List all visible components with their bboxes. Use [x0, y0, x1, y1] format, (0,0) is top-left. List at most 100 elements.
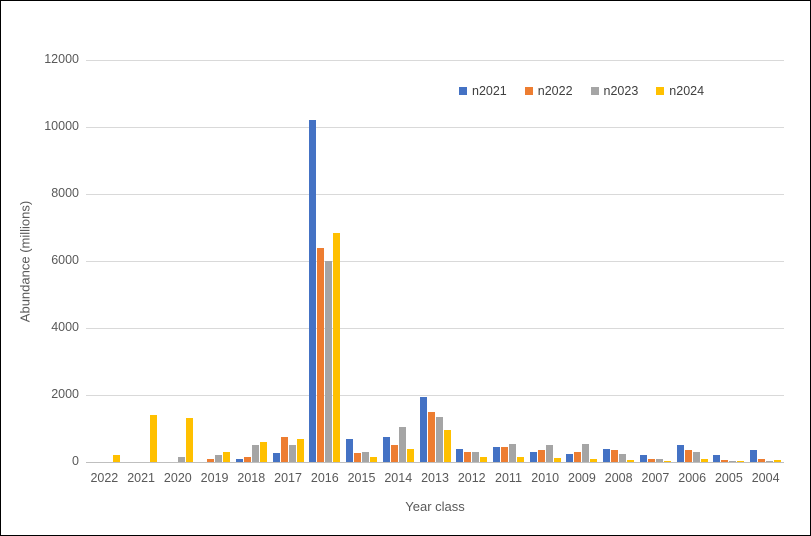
bar-n2022-2018	[243, 456, 251, 462]
x-tick-label: 2005	[714, 471, 743, 485]
bar-n2023-2013	[435, 416, 443, 462]
bar-n2021-2013	[419, 396, 427, 462]
bar-n2024-2017	[296, 438, 304, 462]
bar-n2022-2013	[427, 411, 435, 462]
bar-n2024-2010	[553, 457, 561, 462]
bar-n2024-2022	[112, 455, 120, 462]
bar-n2022-2019	[207, 458, 215, 462]
y-tick-label: 0	[72, 454, 79, 468]
grid-line	[86, 328, 784, 329]
bar-n2024-2008	[627, 460, 635, 462]
legend-item-n2023: n2023	[590, 84, 639, 98]
bar-n2021-2017	[272, 452, 280, 462]
bar-n2022-2007	[647, 458, 655, 462]
y-axis-title: Abundance (millions)	[17, 200, 33, 323]
bar-n2023-2018	[251, 445, 259, 462]
bar-n2023-2008	[619, 453, 627, 462]
bar-n2022-2011	[500, 446, 508, 462]
bar-n2022-2008	[611, 450, 619, 462]
bar-n2024-2016	[333, 232, 341, 462]
bar-n2022-2010	[537, 450, 545, 462]
bar-n2023-2012	[472, 451, 480, 462]
legend-item-n2024: n2024	[656, 84, 704, 98]
y-tick-label: 2000	[51, 387, 79, 401]
bar-n2022-2014	[390, 445, 398, 462]
bar-n2023-2011	[508, 443, 516, 462]
bar-n2024-2021	[149, 415, 157, 462]
bar-n2024-2018	[259, 441, 267, 462]
bar-n2022-2015	[354, 452, 362, 462]
y-tick-label: 8000	[51, 186, 79, 200]
bar-n2024-2006	[700, 458, 708, 462]
grid-line	[86, 60, 784, 61]
bar-n2023-2019	[215, 455, 223, 462]
bar-n2023-2007	[655, 458, 663, 462]
legend: n2021 n2022 n2023 n2024	[459, 84, 722, 98]
bar-n2023-2006	[692, 451, 700, 462]
bar-n2023-2010	[545, 445, 553, 462]
x-tick-label: 2015	[347, 471, 376, 485]
bar-n2021-2007	[639, 455, 647, 462]
x-tick-label: 2009	[568, 471, 596, 485]
bar-n2022-2017	[280, 436, 288, 462]
x-axis-line	[86, 462, 784, 463]
x-tick-label: 2011	[495, 471, 522, 485]
bar-n2021-2012	[456, 448, 464, 462]
bar-n2022-2009	[574, 451, 582, 462]
x-tick-label: 2022	[90, 471, 119, 485]
bar-n2021-2005	[713, 455, 721, 462]
bar-n2024-2012	[480, 456, 488, 462]
bar-n2022-2004	[758, 458, 766, 462]
grid-line	[86, 194, 784, 195]
x-tick-label: 2013	[421, 471, 449, 485]
bar-n2024-2013	[443, 430, 451, 462]
grid-line	[86, 261, 784, 262]
legend-swatch-icon	[590, 87, 599, 95]
x-tick-label: 2021	[127, 471, 155, 485]
bar-n2023-2014	[398, 426, 406, 462]
bar-n2023-2004	[766, 461, 774, 462]
grid-line	[86, 127, 784, 128]
x-tick-label: 2004	[751, 471, 780, 485]
x-tick-label: 2020	[163, 471, 192, 485]
x-tick-label: 2010	[531, 471, 560, 485]
x-axis-title: Year class	[405, 499, 465, 514]
x-tick-label: 2008	[604, 471, 633, 485]
bar-n2024-2007	[663, 460, 671, 462]
bar-n2021-2008	[603, 448, 611, 462]
legend-label: n2023	[603, 84, 639, 98]
bar-n2021-2010	[529, 451, 537, 462]
bar-n2022-2006	[684, 450, 692, 462]
bar-n2024-2005	[737, 461, 745, 462]
bar-n2023-2015	[362, 451, 370, 462]
y-tick-label: 10000	[44, 119, 79, 133]
bar-n2024-2015	[370, 456, 378, 462]
bar-n2024-2004	[774, 460, 782, 462]
bar-n2022-2016	[317, 247, 325, 462]
legend-label: n2022	[537, 84, 573, 98]
legend-item-n2021: n2021	[459, 84, 507, 98]
x-tick-label: 2019	[200, 471, 229, 485]
bar-n2022-2012	[464, 451, 472, 462]
x-tick-label: 2012	[457, 471, 486, 485]
bar-n2021-2009	[566, 454, 574, 462]
bar-n2021-2004	[750, 450, 758, 462]
x-tick-label: 2014	[384, 471, 413, 485]
bar-n2021-2006	[676, 445, 684, 462]
bar-n2021-2011	[492, 446, 500, 462]
bar-n2024-2014	[406, 448, 414, 462]
legend-label: n2021	[472, 84, 507, 98]
x-tick-label: 2007	[641, 471, 670, 485]
legend-swatch-icon	[524, 87, 533, 95]
x-tick-label: 2016	[310, 471, 339, 485]
legend-swatch-icon	[459, 87, 467, 95]
y-tick-label: 6000	[51, 253, 79, 267]
bar-n2024-2019	[223, 451, 231, 462]
y-tick-label: 12000	[44, 52, 79, 66]
bar-n2023-2009	[582, 443, 590, 462]
bar-n2023-2005	[729, 461, 737, 462]
x-tick-label: 2017	[274, 471, 302, 485]
bar-n2021-2015	[346, 438, 354, 462]
legend-swatch-icon	[656, 87, 665, 95]
